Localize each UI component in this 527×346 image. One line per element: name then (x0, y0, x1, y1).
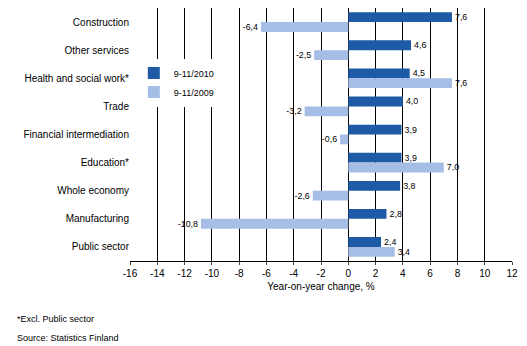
svg-text:Whole economy: Whole economy (57, 185, 129, 196)
svg-text:*Excl. Public sector: *Excl. Public sector (17, 314, 94, 324)
svg-text:-16: -16 (123, 268, 138, 279)
svg-text:-2,5: -2,5 (296, 50, 311, 60)
svg-text:-3,2: -3,2 (286, 106, 301, 116)
svg-text:2,4: 2,4 (384, 237, 396, 247)
svg-text:4,5: 4,5 (413, 68, 425, 78)
svg-text:6: 6 (427, 268, 433, 279)
svg-text:4: 4 (400, 268, 406, 279)
svg-text:3,8: 3,8 (403, 181, 415, 191)
svg-text:-4: -4 (289, 268, 298, 279)
svg-text:-14: -14 (150, 268, 165, 279)
svg-text:-2,6: -2,6 (295, 191, 310, 201)
svg-text:3,9: 3,9 (404, 125, 416, 135)
svg-text:-6,4: -6,4 (243, 22, 258, 32)
svg-text:3,4: 3,4 (398, 247, 410, 257)
svg-text:0: 0 (346, 268, 352, 279)
svg-text:Other services: Other services (65, 45, 129, 56)
svg-text:7,6: 7,6 (455, 12, 467, 22)
svg-text:7,6: 7,6 (455, 78, 467, 88)
svg-text:Construction: Construction (73, 17, 129, 28)
svg-text:Manufacturing: Manufacturing (66, 213, 129, 224)
svg-text:-12: -12 (177, 268, 192, 279)
svg-text:4,0: 4,0 (406, 96, 418, 106)
svg-text:Financial intermediation: Financial intermediation (23, 129, 129, 140)
svg-text:9-11/2010: 9-11/2010 (174, 69, 214, 79)
svg-text:-8: -8 (235, 268, 244, 279)
svg-text:2,8: 2,8 (389, 209, 401, 219)
svg-text:-0,6: -0,6 (322, 134, 337, 144)
svg-text:Health and social work*: Health and social work* (25, 73, 130, 84)
svg-text:8: 8 (455, 268, 461, 279)
svg-text:10: 10 (479, 268, 491, 279)
svg-text:-6: -6 (262, 268, 271, 279)
svg-text:-10,8: -10,8 (178, 219, 198, 229)
svg-text:Trade: Trade (103, 101, 129, 112)
svg-text:12: 12 (506, 268, 518, 279)
svg-text:Education*: Education* (81, 157, 129, 168)
svg-text:2: 2 (373, 268, 379, 279)
svg-text:4,6: 4,6 (414, 40, 426, 50)
svg-text:9-11/2009: 9-11/2009 (174, 88, 214, 98)
svg-text:Public sector: Public sector (72, 241, 130, 252)
svg-text:7,0: 7,0 (447, 162, 459, 172)
svg-text:3,9: 3,9 (404, 153, 416, 163)
svg-text:Source: Statistics Finland: Source: Statistics Finland (17, 333, 119, 343)
svg-text:-2: -2 (317, 268, 326, 279)
svg-text:-10: -10 (205, 268, 220, 279)
svg-text:Year-on-year change, %: Year-on-year change, % (267, 281, 375, 292)
